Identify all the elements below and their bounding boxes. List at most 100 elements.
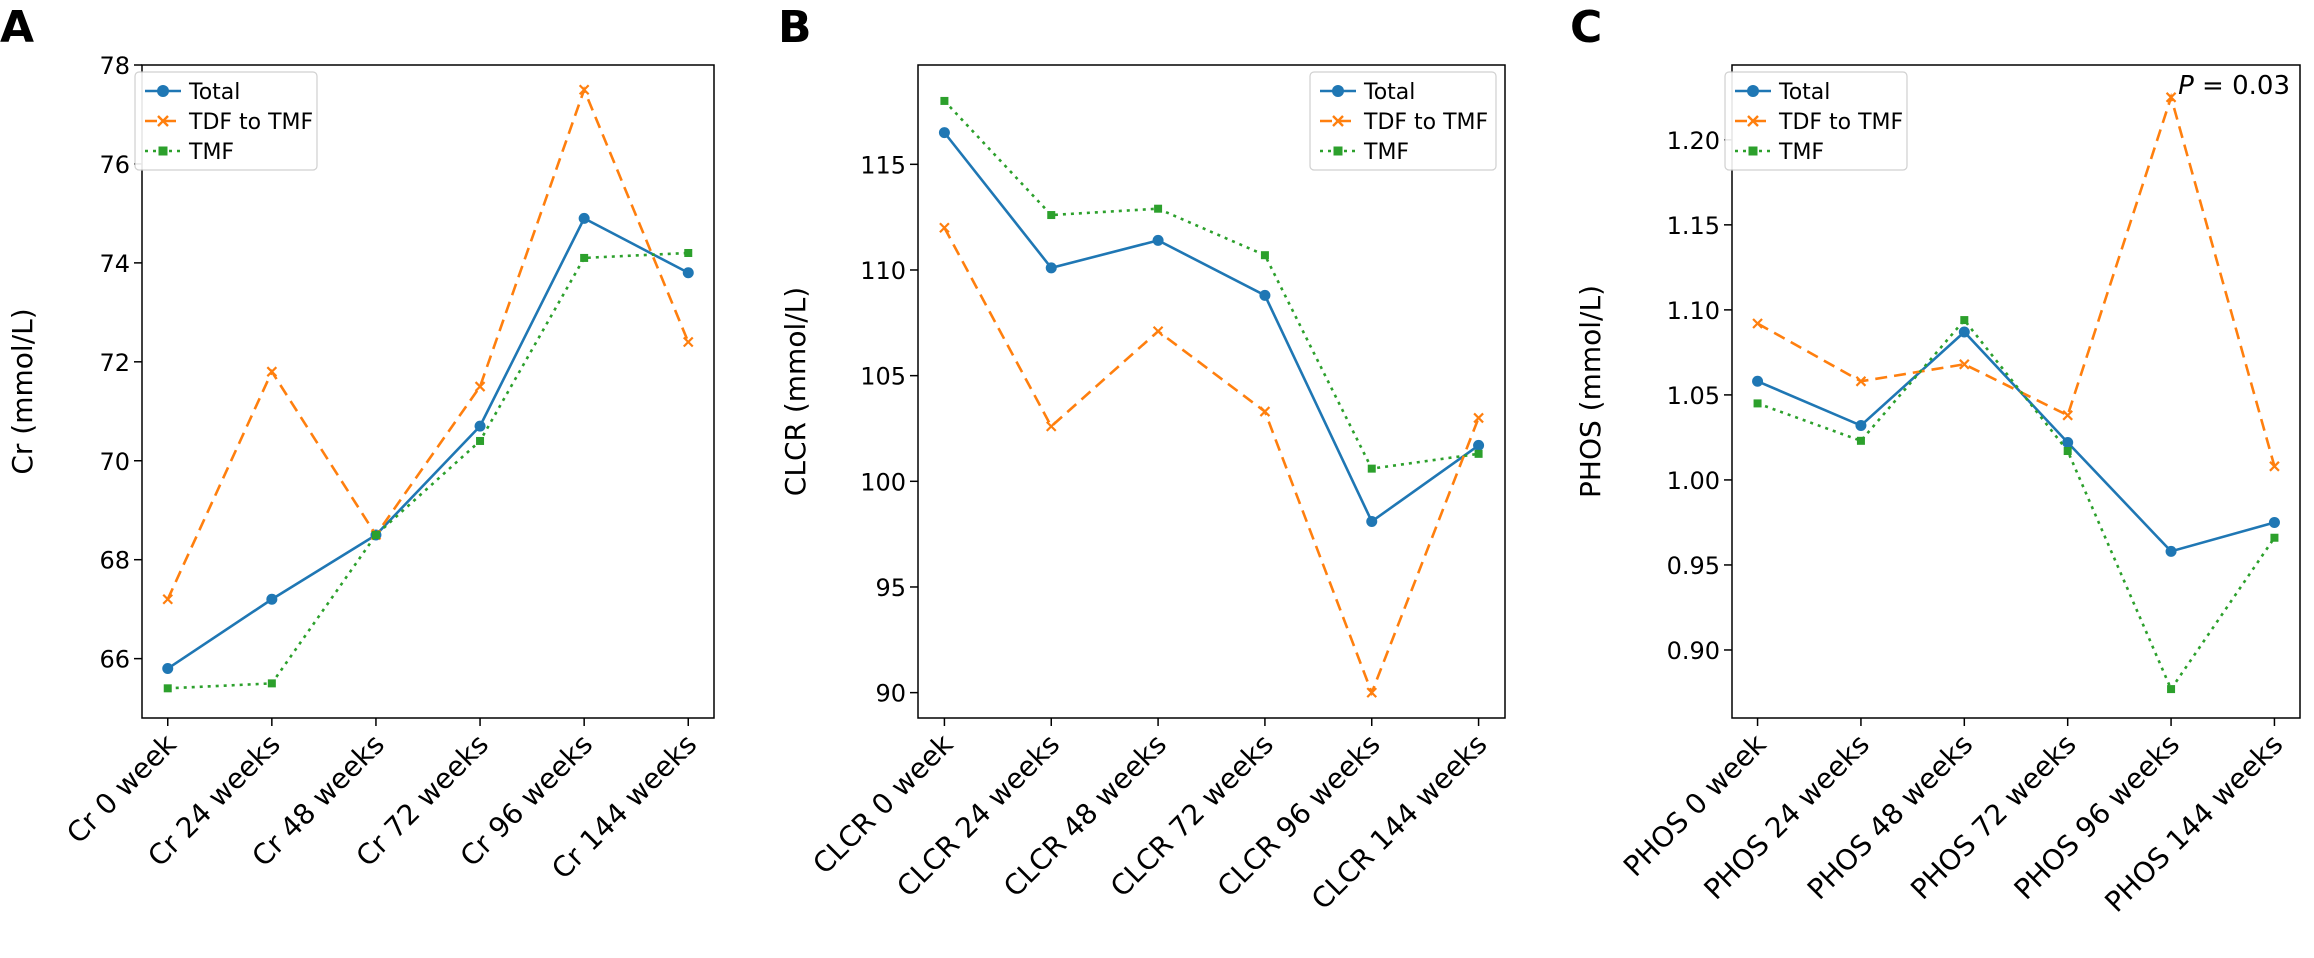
x-marker-stroke: [2269, 461, 2280, 472]
x-marker-stroke: [578, 84, 590, 96]
series-line-total: [167, 216, 689, 670]
data-point-total: [1045, 262, 1057, 274]
data-point-tmf: [684, 248, 693, 257]
data-point-total: [1855, 420, 1867, 432]
data-point-total: [682, 267, 694, 279]
legend-marker: [157, 85, 169, 97]
data-point-total: [2268, 516, 2280, 528]
series-line-tmf: [1757, 318, 2276, 692]
data-point-total: [578, 212, 590, 224]
p-value-number: = 0.03: [2194, 71, 2290, 101]
data-point-tdf-to-tmf: [682, 336, 694, 348]
data-point-total: [2165, 545, 2177, 557]
data-point-tmf: [371, 530, 380, 539]
y-tick-label: 0.95: [1667, 552, 1720, 580]
legend-marker: [1748, 146, 1758, 156]
legend-marker: [1747, 115, 1759, 127]
p-value-symbol: P: [2178, 71, 2194, 101]
x-marker-stroke: [1855, 376, 1867, 387]
data-point-tdf-to-tmf: [1366, 687, 1378, 698]
legend: Total TDF to TMF TMF: [134, 71, 318, 171]
data-point-tmf: [1856, 436, 1865, 445]
x-marker-stroke: [1473, 412, 1484, 424]
data-point-total: [266, 593, 278, 605]
x-marker-stroke: [2165, 92, 2177, 103]
y-tick-label: 1.00: [1667, 467, 1720, 495]
data-point-tdf-to-tmf: [162, 593, 174, 605]
legend-marker: [1333, 146, 1343, 156]
y-tick-label: 95: [875, 574, 906, 602]
x-marker-stroke: [1366, 687, 1378, 698]
data-point-tdf-to-tmf: [1473, 412, 1484, 424]
legend-label: Total: [188, 80, 240, 105]
legend-box: [134, 71, 318, 171]
y-tick-label: 110: [860, 257, 906, 285]
data-point-tmf: [163, 684, 172, 693]
p-value-annotation: P = 0.03: [2178, 71, 2290, 101]
legend-label: Total: [1363, 80, 1415, 105]
data-point-tdf-to-tmf: [939, 222, 950, 233]
x-tick-label: CLCR 144 weeks: [1305, 728, 1493, 916]
y-tick-label: 70: [99, 448, 130, 476]
legend-label: TDF to TMF: [188, 110, 313, 135]
data-point-tmf: [580, 253, 589, 262]
legend: Total TDF to TMF TMF: [1724, 71, 1908, 171]
data-point-total: [1152, 234, 1164, 246]
data-point-tdf-to-tmf: [474, 381, 486, 392]
data-point-tdf-to-tmf: [266, 366, 278, 377]
data-point-tmf: [2167, 685, 2176, 694]
y-tick-label: 72: [99, 349, 130, 377]
data-point-total: [1259, 289, 1271, 301]
data-point-total: [474, 420, 486, 432]
y-tick-label: 76: [99, 151, 130, 179]
data-point-total: [162, 663, 174, 675]
x-marker-stroke: [1259, 406, 1271, 417]
data-point-tmf: [1154, 204, 1163, 213]
plot-frame: [141, 64, 715, 719]
data-point-tmf: [1047, 211, 1056, 220]
legend-marker: [1747, 85, 1759, 97]
data-point-tdf-to-tmf: [1152, 325, 1164, 337]
y-tick-label: 68: [99, 547, 130, 575]
data-point-tmf: [476, 436, 485, 445]
y-axis-label: PHOS (mmol/L): [1574, 285, 1607, 498]
data-point-tmf: [267, 679, 276, 688]
x-marker-stroke: [1752, 318, 1763, 329]
legend-label: TMF: [188, 140, 234, 165]
series-line-total: [1757, 330, 2275, 553]
series-line-tmf: [167, 251, 689, 690]
panel-letter: A: [0, 2, 34, 53]
data-point-tdf-to-tmf: [1259, 406, 1271, 417]
y-tick-label: 1.20: [1667, 127, 1720, 155]
x-marker-stroke: [939, 222, 950, 233]
data-point-tmf: [1753, 399, 1762, 408]
y-tick-label: 100: [860, 468, 906, 496]
data-point-tmf: [2270, 533, 2279, 542]
legend-label: TMF: [1778, 140, 1824, 165]
y-tick-label: 1.10: [1667, 297, 1720, 325]
data-point-total: [938, 127, 950, 139]
legend-label: TDF to TMF: [1363, 110, 1488, 135]
legend-marker: [1332, 115, 1344, 127]
x-marker-stroke: [1152, 325, 1164, 337]
panel-letter: C: [1570, 2, 1602, 53]
legend-label: TDF to TMF: [1778, 110, 1903, 135]
data-point-tdf-to-tmf: [1855, 376, 1867, 387]
legend-box: [1309, 71, 1497, 171]
series-line-tdf-to-tmf: [166, 86, 690, 600]
x-marker-stroke: [162, 593, 174, 605]
y-tick-label: 66: [99, 646, 130, 674]
data-point-total: [1473, 439, 1485, 451]
legend-marker: [157, 115, 169, 127]
data-point-tdf-to-tmf: [1959, 359, 1970, 370]
data-point-total: [1366, 515, 1378, 527]
legend-label: TMF: [1363, 140, 1409, 165]
data-point-tdf-to-tmf: [578, 84, 590, 96]
legend-marker: [158, 146, 168, 156]
y-tick-label: 74: [99, 250, 130, 278]
data-point-tdf-to-tmf: [2062, 410, 2073, 421]
data-point-tmf: [940, 96, 949, 105]
